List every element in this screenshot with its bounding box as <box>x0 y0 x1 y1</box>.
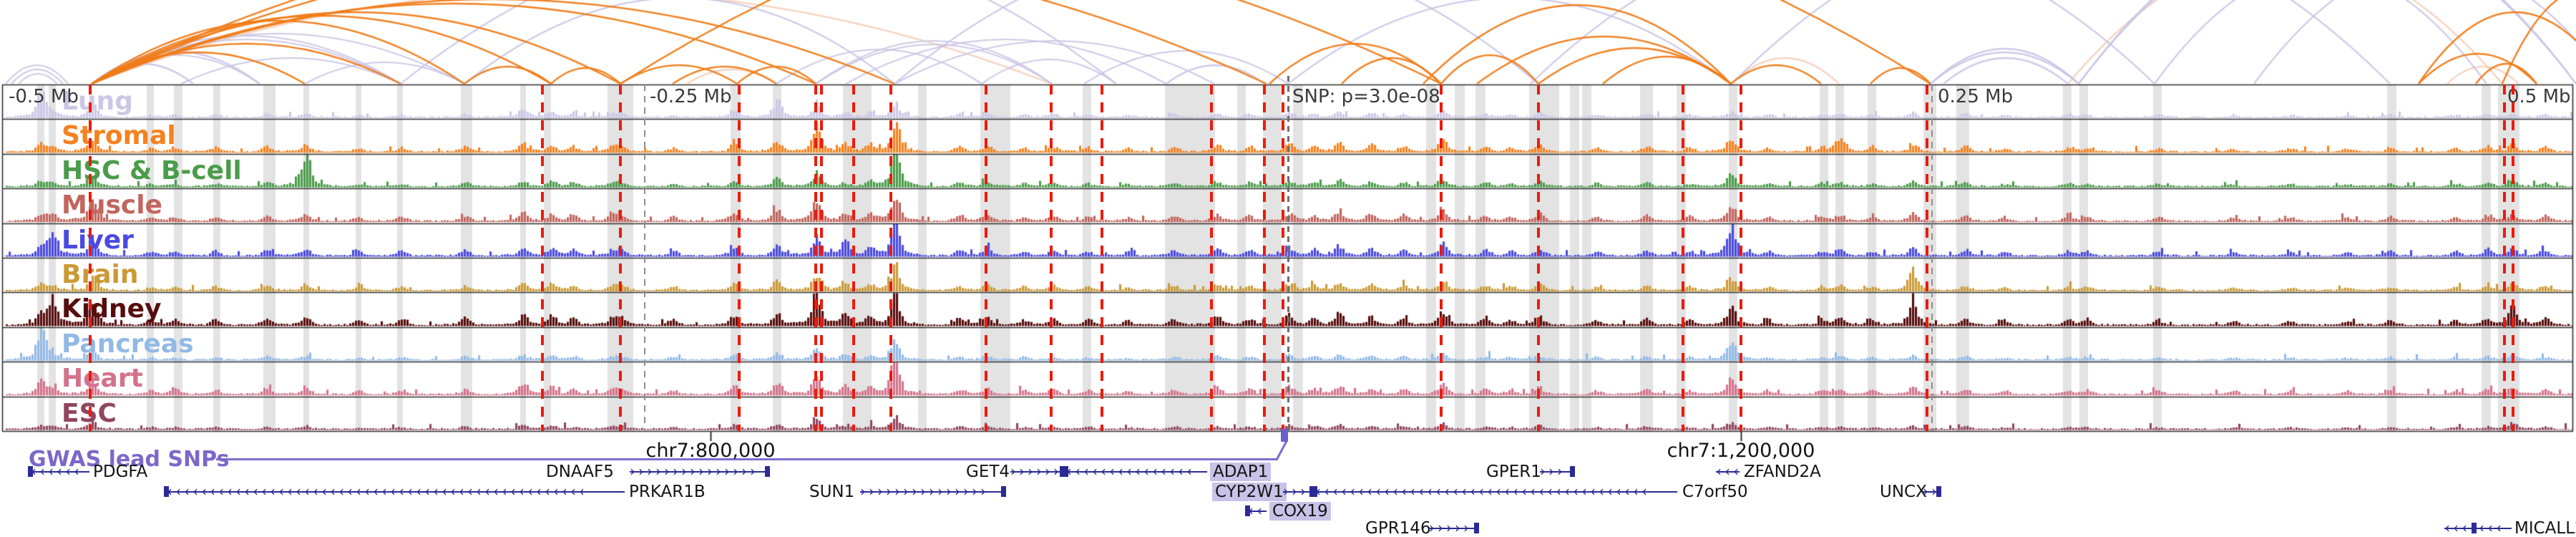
gene-exon-box <box>1063 466 1068 477</box>
gene-exon-box <box>28 466 33 477</box>
gene-label: GET4 <box>966 463 1010 481</box>
gwas-snp-line <box>1101 84 1103 431</box>
coordinate-label: chr7:800,000 <box>645 440 776 462</box>
gene-label: ZFAND2A <box>1744 463 1821 481</box>
coordinate-label: chr7:1,200,000 <box>1667 440 1815 462</box>
track-label-stromal[interactable]: Stromal <box>62 121 176 151</box>
gene-cyp2w1[interactable]: CYP2W1 ››› <box>0 483 2576 502</box>
gene-label: MICALL2 <box>2514 519 2576 537</box>
gene-exon-box <box>1245 505 1250 516</box>
ruler-label: 0.25 Mb <box>1938 86 2014 107</box>
gene-exon-box <box>1474 523 1479 533</box>
gene-glyph: ›› <box>1923 485 1938 498</box>
gene-exon-box <box>1309 486 1314 497</box>
gwas-snp-line <box>1263 84 1266 431</box>
track-label-muscle[interactable]: Muscle <box>62 190 162 221</box>
gwas-snp-line <box>1682 84 1684 431</box>
gwas-snp-line <box>820 84 823 431</box>
gwas-snp-line <box>1537 84 1540 431</box>
gene-gper1[interactable]: GPER1 ››› <box>0 463 2576 482</box>
gwas-snp-line <box>985 84 987 431</box>
gene-label: DNAAF5 <box>546 463 614 481</box>
gwas-snp-line <box>2512 84 2514 431</box>
gene-glyph: ‹‹‹‹‹‹‹‹‹‹‹‹‹‹‹‹‹‹‹‹‹‹‹‹‹‹‹‹‹‹‹‹‹‹‹‹‹‹‹ <box>1315 485 1677 498</box>
gene-label: GPR146 <box>1365 519 1431 537</box>
track-label-kidney[interactable]: Kidney <box>62 294 162 324</box>
gene-zfand2a[interactable]: ZFAND2A ‹‹‹ <box>0 463 2576 482</box>
ruler-label: -0.5 Mb <box>9 86 79 107</box>
gene-glyph: ››››››››››››››› <box>860 485 1003 498</box>
gwas-snp-line <box>1210 84 1213 431</box>
gene-dnaaf5[interactable]: DNAAF5 ››››››››››››››› <box>0 463 2576 482</box>
track-label-heart[interactable]: Heart <box>62 364 143 394</box>
track-label-liver[interactable]: Liver <box>62 225 134 255</box>
gene-cox19[interactable]: COX19 ‹‹ <box>0 502 2576 521</box>
gwas-snp-line <box>1440 84 1443 431</box>
gene-c7orf50[interactable]: C7orf50 ‹‹‹‹‹‹‹‹‹‹‹‹‹‹‹‹‹‹‹‹‹‹‹‹‹‹‹‹‹‹‹‹‹… <box>0 483 2576 502</box>
gwas-snp-line <box>1926 84 1928 431</box>
gene-micall2[interactable]: MICALL2‹‹‹‹‹‹‹ <box>0 519 2576 537</box>
gene-glyph: ‹‹‹‹‹‹‹‹‹‹‹‹‹‹‹ <box>1066 465 1207 478</box>
gene-glyph: ‹‹‹ <box>1716 465 1740 478</box>
gene-exon-box <box>1060 466 1065 477</box>
gene-glyph: ‹‹‹‹‹‹ <box>31 465 89 478</box>
gene-label: COX19 <box>1269 502 1331 521</box>
gene-glyph: ›››››› <box>1010 465 1062 478</box>
gene-label: C7orf50 <box>1682 483 1748 501</box>
gwas-snp-line <box>541 84 544 431</box>
lead-snp-position-line <box>1287 76 1289 432</box>
gene-glyph: ‹‹ <box>1248 505 1267 518</box>
gwas-snp-line <box>1282 84 1284 431</box>
gene-adap1[interactable]: ADAP1 ‹‹‹‹‹‹‹‹‹‹‹‹‹‹‹ <box>0 463 2576 482</box>
gene-uncx[interactable]: UNCX ›› <box>0 483 2576 502</box>
gene-get4[interactable]: GET4 ›››››› <box>0 463 2576 482</box>
gene-sun1[interactable]: SUN1 ››››››››››››››› <box>0 483 2576 502</box>
gene-label: UNCX <box>1880 483 1927 501</box>
gwas-snp-line <box>889 84 892 431</box>
ruler-tick-line <box>1931 84 1933 431</box>
gene-exon-box <box>164 486 169 497</box>
gene-label: CYP2W1 <box>1212 483 1287 501</box>
gwas-snp-line <box>852 84 855 431</box>
gwas-snp-marker[interactable] <box>1281 429 1288 442</box>
gene-exon-box <box>765 466 770 477</box>
gene-glyph: ››› <box>1540 465 1572 478</box>
gene-label: ADAP1 <box>1210 463 1272 481</box>
gwas-snp-line <box>814 84 817 431</box>
gene-glyph: ››››››››››››››› <box>630 465 767 478</box>
gene-glyph: ‹‹‹‹‹‹‹‹‹‹‹‹‹‹‹‹‹‹‹‹‹‹‹‹‹‹‹‹‹‹‹‹‹‹‹‹‹‹‹‹… <box>167 485 625 498</box>
gwas-snp-line <box>619 84 622 431</box>
gene-label: GPER1 <box>1486 463 1541 481</box>
gene-exon-box <box>1001 486 1006 497</box>
ruler-label: -0.25 Mb <box>650 86 732 107</box>
gene-exon-box <box>1570 466 1575 477</box>
gwas-snp-line <box>89 84 92 431</box>
gene-glyph: ››››› <box>1429 522 1476 535</box>
gene-label: SUN1 <box>809 483 855 501</box>
track-label-pancreas[interactable]: Pancreas <box>62 329 194 359</box>
gene-exon-box <box>2471 523 2477 533</box>
gene-pdgfa[interactable]: PDGFA ‹‹‹‹‹‹ <box>0 463 2576 482</box>
gwas-track-line <box>216 458 1278 460</box>
gene-glyph: ››› <box>1283 485 1312 498</box>
ruler-tick-line <box>644 84 645 431</box>
gene-prkar1b[interactable]: PRKAR1B ‹‹‹‹‹‹‹‹‹‹‹‹‹‹‹‹‹‹‹‹‹‹‹‹‹‹‹‹‹‹‹‹‹… <box>0 483 2576 502</box>
gwas-snp-line <box>1740 84 1742 431</box>
ruler-label: SNP: p=3.0e-08 <box>1292 86 1440 107</box>
gwas-snp-line <box>2503 84 2506 431</box>
gwas-snp-line <box>738 84 741 431</box>
gene-label: PRKAR1B <box>629 483 706 501</box>
gwas-snp-line <box>1050 84 1053 431</box>
gene-exon-box <box>1936 486 1941 497</box>
track-label-brain[interactable]: Brain <box>62 260 139 289</box>
gene-label: PDGFA <box>93 463 148 481</box>
gene-glyph: ‹‹‹‹‹‹‹ <box>2444 522 2512 535</box>
gene-gpr146[interactable]: GPR146 ››››› <box>0 519 2576 537</box>
track-label-lung[interactable]: Lung <box>62 87 133 116</box>
gene-exon-box <box>1312 486 1317 497</box>
ruler-label: 0.5 Mb <box>2507 86 2571 107</box>
